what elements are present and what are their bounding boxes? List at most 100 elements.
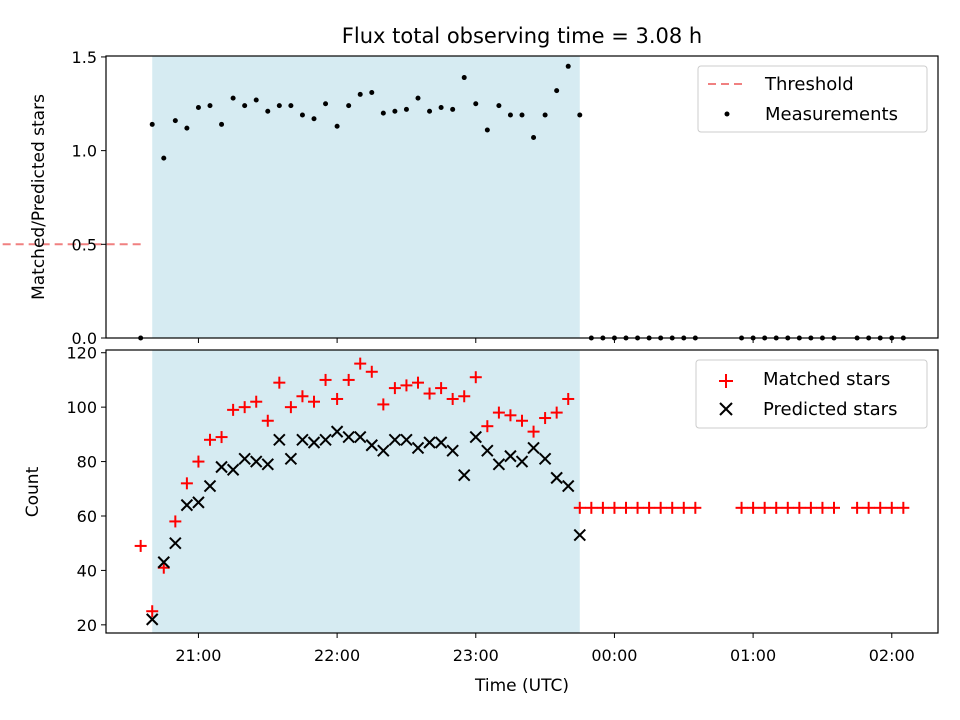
predicted-star-point (342, 430, 355, 444)
predicted-star-point (469, 430, 482, 444)
matched-star-point (331, 392, 344, 405)
y-tick-label: 120 (66, 344, 97, 363)
predicted-star-point (365, 439, 378, 452)
predicted-star-point (330, 425, 344, 438)
legend-matched-swatch (719, 374, 733, 388)
top-x-ticks (197, 338, 893, 343)
predicted-star-point (215, 460, 228, 474)
matched-star-point (527, 425, 540, 438)
predicted-star-point (307, 436, 321, 449)
matched-star-point (504, 409, 517, 422)
measurement-point (542, 112, 548, 118)
matched-star-point (204, 433, 216, 446)
matched-star-point (804, 501, 817, 514)
y-tick-label: 20 (77, 616, 97, 635)
predicted-star-point (550, 471, 563, 485)
predicted-star-point (481, 444, 494, 457)
measurement-point (531, 135, 537, 141)
matched-star-point (608, 501, 621, 514)
matched-stars-points (134, 357, 910, 618)
y-tick-label: 80 (77, 453, 97, 472)
measurement-point (207, 103, 213, 109)
matched-star-point (481, 420, 494, 433)
legend-predicted-swatch (719, 402, 733, 416)
matched-star-point (550, 406, 563, 419)
matched-star-point (874, 501, 887, 514)
matched-star-point (747, 501, 760, 514)
matched-star-point (180, 477, 193, 490)
matched-star-point (620, 501, 632, 514)
matched-star-point (828, 501, 840, 514)
measurement-point (265, 108, 271, 114)
predicted-star-point (319, 433, 332, 447)
measurement-point (415, 95, 421, 101)
top-y-axis-label: Matched/Predicted stars (29, 94, 49, 300)
predicted-star-point (538, 452, 552, 466)
top-panel: 0.0 0.5 1.0 1.5 Matched/Predicted stars Thr… (0, 48, 939, 348)
measurement-point (554, 88, 560, 94)
matched-star-point (666, 501, 679, 514)
figure-title: Flux total observing time = 3.08 h (342, 24, 702, 48)
predicted-star-point (157, 556, 170, 569)
predicted-star-point (273, 433, 286, 447)
measurement-point (565, 63, 571, 69)
legend-measurements-swatch (724, 111, 730, 117)
x-tick-label: 01:00 (730, 646, 776, 665)
matched-star-point (596, 501, 609, 514)
y-tick-label: 0.0 (72, 329, 97, 348)
measurement-point (149, 121, 155, 127)
matched-star-point (296, 390, 309, 403)
matched-star-point (388, 382, 401, 395)
matched-star-point (689, 501, 702, 514)
matched-star-point (539, 412, 552, 425)
measurement-point (288, 103, 294, 109)
measurement-point (427, 108, 433, 114)
predicted-star-point (527, 441, 540, 455)
matched-star-point (458, 390, 471, 403)
x-axis-label: Time (UTC) (474, 676, 569, 696)
predicted-star-point (377, 444, 390, 457)
measurement-point (219, 121, 225, 127)
predicted-star-point (180, 498, 194, 512)
measurement-point (484, 127, 490, 133)
predicted-star-point (169, 536, 182, 550)
measurement-point (369, 90, 375, 96)
matched-star-point (423, 387, 436, 400)
predicted-star-point (458, 468, 471, 482)
x-tick-label: 23:00 (453, 646, 499, 665)
x-tick-label: 22:00 (314, 646, 360, 665)
y-tick-label: 0.5 (72, 235, 97, 254)
predicted-star-point (446, 444, 459, 457)
predicted-star-point (261, 458, 274, 471)
y-tick-label: 100 (66, 398, 97, 417)
y-tick-label: 1.5 (72, 48, 97, 67)
predicted-stars-points (146, 425, 586, 626)
matched-star-point (365, 365, 378, 378)
legend-threshold-label: Threshold (764, 74, 854, 95)
bottom-y-ticks: 20 40 60 80 100 120 (66, 344, 106, 635)
matched-star-point (897, 501, 910, 514)
matched-star-point (377, 398, 390, 411)
matched-star-point (862, 501, 875, 514)
measurement-point (507, 112, 513, 118)
matched-star-point (793, 501, 806, 514)
matched-star-point (654, 501, 667, 514)
predicted-star-point (400, 433, 413, 447)
predicted-star-point (492, 458, 506, 471)
predicted-star-point (296, 433, 309, 447)
bottom-panel: 20 40 60 80 100 120 21:00 22:00 23:00 00:00 01:00… (23, 344, 939, 696)
bottom-legend: Matched stars Predicted stars (695, 359, 928, 429)
x-tick-label: 21:00 (175, 646, 221, 665)
x-tick-label: 02:00 (869, 646, 915, 665)
predicted-star-point (146, 613, 159, 626)
matched-star-point (492, 406, 505, 419)
predicted-star-point (423, 436, 436, 449)
matched-star-point (516, 414, 528, 427)
bottom-y-axis-label: Count (23, 466, 43, 517)
matched-star-point (816, 501, 829, 514)
measurement-point (346, 103, 352, 109)
matched-star-point (562, 392, 575, 405)
measurement-point (357, 91, 363, 97)
measurement-point (184, 125, 190, 131)
